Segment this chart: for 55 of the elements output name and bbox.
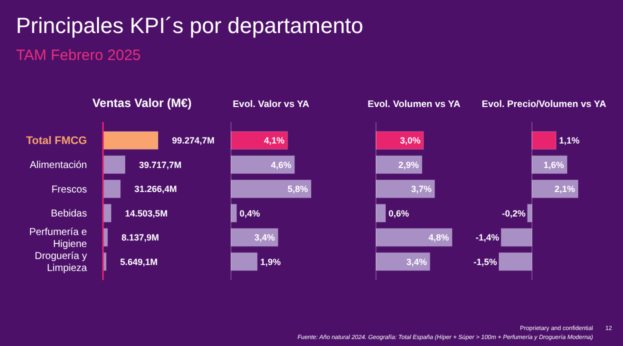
bar: [376, 155, 422, 174]
bar: [500, 228, 532, 247]
data-label: 4,1%: [264, 136, 285, 146]
chart-title: Evol. Precio/Volumen vs YA: [482, 99, 606, 110]
data-label: 1,1%: [559, 136, 580, 146]
y-tick-label: Alimentación: [30, 160, 87, 172]
bar: [498, 252, 532, 271]
bar: [230, 155, 295, 174]
bar: [102, 131, 158, 150]
bar: [230, 228, 278, 247]
chart-title: Evol. Volumen vs YA: [368, 99, 461, 110]
data-label: 4,8%: [428, 232, 449, 243]
y-tick-label: Perfumería e Higiene: [29, 226, 88, 250]
data-label: 0,4%: [240, 208, 260, 218]
data-label: 3,0%: [400, 136, 420, 146]
y-tick-label: Frescos: [51, 184, 87, 196]
data-label: 3,4%: [406, 256, 427, 267]
bar: [531, 131, 557, 150]
data-label: 8.137,9M: [122, 232, 160, 243]
bar: [230, 131, 288, 150]
data-label: -1,5%: [473, 256, 497, 267]
data-label: -0,2%: [502, 208, 526, 218]
data-label: 1,9%: [260, 256, 281, 267]
y-tick-label: Total FMCG: [26, 135, 87, 148]
data-label: 39.717,7M: [139, 160, 182, 170]
bar: [102, 180, 121, 198]
data-label: 4,6%: [270, 160, 292, 170]
bar: [531, 180, 578, 198]
data-label: 1,6%: [544, 160, 564, 170]
data-label: 5,8%: [287, 184, 308, 194]
text: Principales KPI´s por departamento: [16, 13, 364, 38]
bar: [230, 204, 238, 222]
bar: [376, 252, 430, 271]
data-label: 14.503,5M: [125, 208, 168, 218]
data-label: -1,4%: [476, 232, 500, 243]
data-label: 5.649,1M: [120, 256, 158, 267]
bar: [376, 204, 386, 222]
chart-title: Evol. Valor vs YA: [232, 99, 310, 110]
y-tick-label: Bebidas: [50, 208, 87, 220]
data-label: 0,6%: [388, 208, 410, 218]
bar: [376, 180, 436, 198]
data-label: 31.266,4M: [134, 184, 177, 194]
data-label: 99.274,7M: [172, 136, 215, 146]
chart-title: Ventas Valor (M€): [92, 96, 192, 110]
bar: [102, 155, 126, 174]
data-label: 3,7%: [411, 184, 432, 194]
text: TAM Febrero 2025: [16, 47, 141, 64]
data-label: 2,1%: [554, 184, 575, 194]
bar: [527, 204, 532, 222]
bar: [230, 180, 312, 198]
y-tick-label: Droguería y Limpieza: [34, 251, 88, 274]
data-label: 3,4%: [254, 232, 275, 243]
bar: [230, 252, 258, 271]
bar: [376, 228, 452, 247]
data-label: 2,9%: [398, 160, 419, 170]
